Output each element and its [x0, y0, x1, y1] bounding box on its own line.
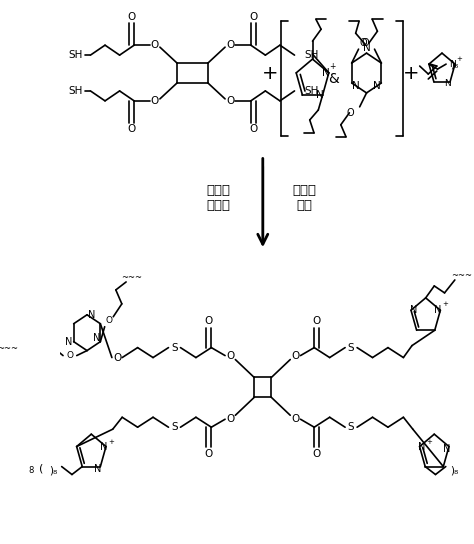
Text: O: O — [313, 449, 321, 459]
Text: S: S — [348, 422, 355, 432]
Text: O: O — [347, 108, 355, 118]
Text: S: S — [171, 343, 178, 353]
Text: O: O — [128, 123, 136, 134]
Text: N: N — [94, 463, 101, 474]
Text: SH: SH — [69, 50, 83, 60]
Text: N: N — [444, 79, 451, 89]
Text: N: N — [65, 337, 72, 347]
Text: O: O — [226, 414, 234, 424]
Text: SH: SH — [69, 86, 83, 96]
Text: O: O — [313, 316, 321, 326]
Text: +: + — [443, 301, 448, 307]
Text: 8: 8 — [28, 466, 34, 474]
Text: O: O — [249, 123, 257, 134]
Text: N: N — [419, 442, 426, 452]
Text: N: N — [434, 305, 441, 315]
Text: N: N — [89, 310, 96, 320]
Text: O: O — [291, 414, 300, 424]
Text: N: N — [363, 43, 370, 53]
Text: 硫醇烯
聚合: 硫醇烯 聚合 — [292, 184, 316, 212]
Text: O: O — [360, 38, 367, 48]
Text: N: N — [443, 443, 450, 454]
Text: O: O — [128, 13, 136, 22]
Text: SH: SH — [304, 86, 319, 96]
Text: N: N — [449, 60, 456, 69]
Text: O: O — [151, 40, 159, 50]
Text: O: O — [151, 96, 159, 106]
Text: +: + — [456, 56, 462, 62]
Text: N: N — [410, 305, 417, 315]
Text: +: + — [329, 63, 336, 71]
Text: ~~~: ~~~ — [121, 274, 142, 282]
Text: O: O — [291, 350, 300, 361]
Text: ~~~: ~~~ — [451, 271, 472, 281]
Text: O: O — [205, 316, 213, 326]
Text: N: N — [373, 81, 381, 91]
Text: S: S — [348, 343, 355, 353]
Text: O: O — [226, 40, 234, 50]
Text: N: N — [93, 333, 100, 343]
Text: N: N — [322, 68, 330, 78]
Text: O: O — [362, 38, 369, 48]
Text: SH: SH — [304, 50, 319, 60]
Text: O: O — [205, 449, 213, 459]
Text: O: O — [113, 353, 121, 362]
Text: )₈: )₈ — [451, 59, 459, 69]
Text: S: S — [171, 422, 178, 432]
Text: N: N — [100, 442, 107, 452]
Text: O: O — [226, 350, 234, 361]
Text: )₈: )₈ — [450, 466, 458, 475]
Text: O: O — [226, 96, 234, 106]
Text: N: N — [352, 81, 360, 91]
Text: &: & — [328, 72, 339, 86]
Text: (: ( — [39, 463, 43, 474]
Text: +: + — [403, 64, 419, 83]
Text: +: + — [426, 438, 432, 444]
Text: +: + — [108, 438, 114, 444]
Text: +: + — [261, 64, 278, 83]
Text: O: O — [66, 351, 73, 360]
Text: N: N — [316, 90, 324, 100]
Text: O: O — [249, 13, 257, 22]
Text: O: O — [105, 316, 112, 325]
Text: )₈: )₈ — [49, 466, 57, 475]
Text: ~~~: ~~~ — [0, 344, 18, 353]
Text: 自由基
引发剂: 自由基 引发剂 — [206, 184, 230, 212]
